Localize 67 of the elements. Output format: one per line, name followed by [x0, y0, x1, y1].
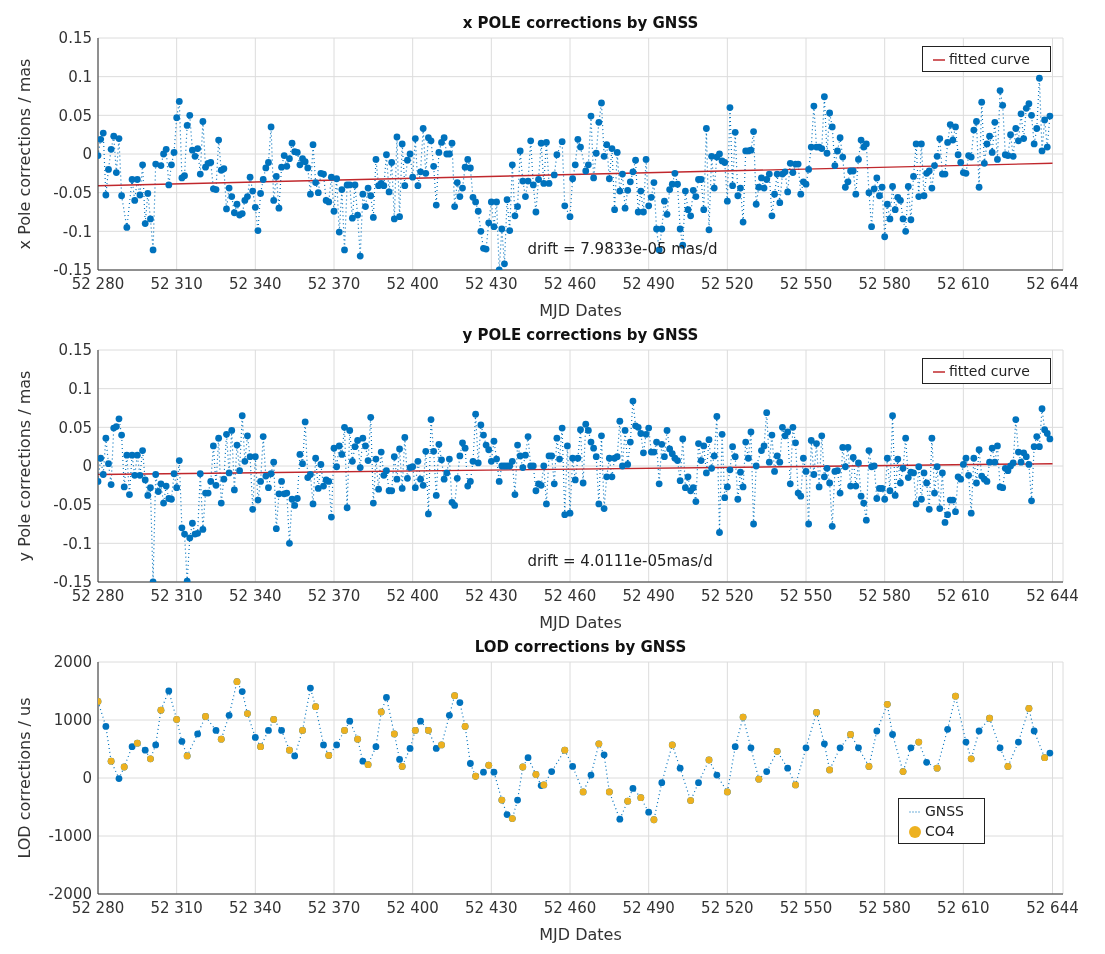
y-axis-title: x Pole corrections / mas — [14, 58, 34, 250]
x-tick-label: 52 520 — [701, 898, 754, 917]
y-tick-label: 0.1 — [68, 67, 92, 86]
x-tick-label: 52 490 — [622, 898, 675, 917]
y-axis-title: y Pole corrections / mas — [14, 370, 34, 562]
x-tick-label: 52 550 — [779, 898, 833, 917]
annotation: drift = 7.9833e-05 mas/d — [527, 240, 718, 258]
y-tick-label: 0.15 — [58, 29, 92, 48]
x-tick-label: 52 430 — [465, 586, 518, 605]
x-tick-label: 52 490 — [622, 274, 675, 293]
y-tick-label: -0.1 — [62, 534, 92, 553]
y-tick-label: 0 — [82, 145, 92, 164]
annotation: drift = 4.0111e-05mas/d — [527, 552, 713, 570]
x-tick-label: 52 550 — [779, 586, 833, 605]
y-tick-label: 0 — [82, 769, 92, 788]
x-tick-label: 52 310 — [150, 898, 203, 917]
x-tick-label: 52 460 — [543, 274, 597, 293]
chart-title: x POLE corrections by GNSS — [461, 14, 700, 32]
x-tick-label: 52 580 — [858, 274, 911, 293]
x-axis-title: MJD Dates — [539, 613, 622, 632]
x-tick-label: 52 460 — [543, 586, 597, 605]
x-tick-label: 52 610 — [937, 274, 990, 293]
x-tick-label: 52 370 — [307, 586, 361, 605]
x-tick-label: 52 644 — [1026, 898, 1079, 917]
x-tick-label: 52 580 — [858, 586, 911, 605]
x-axis-title: MJD Dates — [539, 925, 622, 944]
x-tick-label: 52 340 — [229, 274, 282, 293]
x-tick-label: 52 520 — [701, 586, 754, 605]
x-tick-label: 52 644 — [1026, 274, 1079, 293]
x-tick-label: 52 430 — [465, 274, 518, 293]
x-tick-label: 52 550 — [779, 274, 833, 293]
legend-label: fitted curve — [949, 51, 1030, 67]
x-tick-label: 52 430 — [465, 898, 518, 917]
y-tick-label: -0.05 — [53, 183, 92, 202]
y-tick-label: -0.05 — [53, 495, 92, 514]
x-tick-label: 52 520 — [701, 274, 754, 293]
y-tick-label: -0.1 — [62, 222, 92, 241]
y-tick-label: 0.15 — [58, 341, 92, 360]
x-tick-label: 52 340 — [229, 898, 282, 917]
y-tick-label: 1000 — [53, 711, 92, 730]
x-tick-label: 52 580 — [858, 898, 911, 917]
legend-label: fitted curve — [949, 363, 1030, 379]
x-tick-label: 52 340 — [229, 586, 282, 605]
x-tick-label: 52 610 — [937, 586, 990, 605]
x-tick-label: 52 400 — [386, 274, 439, 293]
x-tick-label: 52 400 — [386, 586, 439, 605]
x-tick-label: 52 400 — [386, 898, 439, 917]
x-tick-label: 52 370 — [307, 274, 361, 293]
y-tick-label: 0 — [82, 457, 92, 476]
y-tick-label: 2000 — [53, 653, 92, 672]
y-tick-label: 0.05 — [58, 106, 92, 125]
x-tick-label: 52 610 — [937, 898, 990, 917]
y-axis-title: LOD corrections / us — [14, 697, 34, 859]
y-tick-label: 0.05 — [58, 418, 92, 437]
y-tick-label: 0.1 — [68, 379, 92, 398]
legend-label: GNSS — [924, 803, 964, 819]
x-tick-label: 52 370 — [307, 898, 361, 917]
chart-title: LOD corrections by GNSS — [473, 638, 688, 656]
x-axis-title: MJD Dates — [539, 301, 622, 320]
x-tick-label: 52 460 — [543, 898, 597, 917]
x-tick-label: 52 490 — [622, 586, 675, 605]
chart-title: y POLE corrections by GNSS — [461, 326, 700, 344]
x-tick-label: 52 644 — [1026, 586, 1079, 605]
legend-label: CO4 — [924, 823, 955, 839]
x-tick-label: 52 310 — [150, 274, 203, 293]
x-tick-label: 52 310 — [150, 586, 203, 605]
y-tick-label: -1000 — [48, 827, 92, 846]
